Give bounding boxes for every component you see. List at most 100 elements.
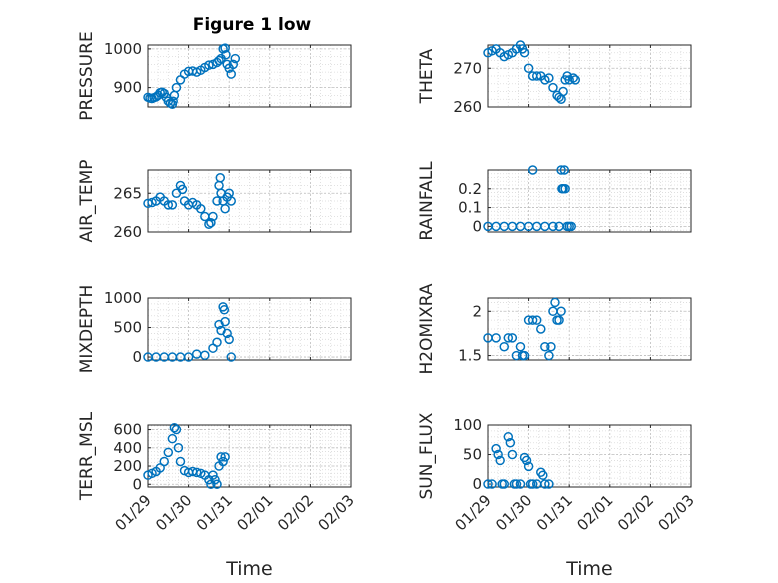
- y-tick-label: 100: [453, 416, 482, 434]
- y-axis-label: AIR_TEMP: [77, 160, 97, 243]
- data-point: [196, 204, 206, 214]
- data-point: [220, 43, 230, 53]
- data-point: [200, 350, 210, 361]
- x-tick-label: 01/31: [193, 491, 236, 534]
- y-tick-label: 400: [113, 439, 142, 457]
- y-tick-label: 600: [113, 421, 142, 439]
- x-tick-label: 02/01: [573, 491, 616, 534]
- data-point: [208, 470, 218, 480]
- x-tick-label: 02/01: [233, 491, 276, 534]
- data-point: [214, 55, 224, 66]
- data-point: [570, 75, 581, 85]
- x-tick-label: 02/02: [274, 491, 317, 534]
- y-tick-label: 1000: [104, 40, 142, 58]
- data-point: [224, 334, 234, 345]
- data-point: [540, 479, 550, 489]
- y-axis-label: SUN_FLUX: [417, 412, 437, 499]
- y-tick-label: 900: [113, 79, 142, 97]
- data-point: [487, 479, 497, 489]
- panel-sun-flux: 0 50 100 SUN_FLUX 01/2901/3001/3102/0102/020…: [417, 412, 698, 534]
- data-point: [167, 200, 178, 210]
- data-point: [208, 211, 218, 222]
- data-point: [219, 305, 230, 315]
- data-point: [548, 82, 558, 93]
- data-point: [548, 221, 558, 232]
- data-point: [523, 63, 534, 73]
- data-point: [556, 306, 566, 317]
- data-point: [177, 184, 188, 195]
- y-tick-label: 0: [132, 475, 142, 493]
- data-point: [558, 86, 568, 97]
- data-point: [204, 219, 214, 229]
- panel-terr-msl: 0200400600TERR_MSL01/2901/3001/3102/0102…: [77, 411, 358, 534]
- y-tick-label: 0: [472, 475, 482, 493]
- data-point: [527, 479, 538, 489]
- data-point: [163, 447, 174, 458]
- axes-box: [147, 297, 352, 361]
- data-point: [220, 452, 230, 462]
- panel-theta: 260 270 THETA: [417, 40, 692, 116]
- y-axis-label: THETA: [417, 48, 437, 104]
- y-axis-label: RAINFALL: [417, 161, 437, 241]
- data-point: [550, 297, 560, 308]
- data-point: [499, 341, 509, 352]
- data-point: [226, 352, 236, 362]
- x-labels: Time Time: [225, 558, 613, 580]
- data-point: [527, 315, 538, 325]
- data-point: [503, 333, 514, 343]
- axes-box: [487, 424, 692, 488]
- data-point: [220, 316, 230, 327]
- data-point: [515, 341, 526, 352]
- data-point: [540, 341, 550, 352]
- data-point: [515, 479, 526, 489]
- x-axis-label: Time: [225, 558, 273, 580]
- data-point: [531, 315, 542, 325]
- data-point: [521, 455, 532, 466]
- x-axis-label: Time: [565, 558, 613, 580]
- axes-box: [147, 44, 352, 108]
- data-point: [212, 196, 222, 206]
- data-point: [230, 53, 241, 64]
- data-point: [568, 73, 579, 83]
- data-point: [173, 443, 184, 453]
- data-point: [507, 449, 518, 460]
- data-point: [511, 479, 522, 489]
- y-tick-label: 500: [113, 319, 142, 337]
- data-point: [544, 73, 554, 83]
- data-point: [483, 479, 493, 489]
- data-point: [523, 461, 534, 472]
- data-point: [228, 59, 239, 70]
- data-point: [212, 337, 222, 348]
- y-axis-label: MIXDEPTH: [77, 285, 97, 374]
- data-point: [519, 350, 530, 361]
- x-tick-label: 01/30: [492, 491, 535, 534]
- data-point: [559, 165, 570, 175]
- y-tick-label: 260: [113, 223, 142, 241]
- panel-pressure: 900 1000 PRESSURE: [77, 31, 352, 121]
- y-axis-label: TERR_MSL: [77, 411, 97, 501]
- data-point: [183, 352, 194, 362]
- data-point: [210, 474, 220, 485]
- y-tick-label: 0.2: [458, 180, 482, 198]
- y-tick-label: 200: [113, 457, 142, 475]
- data-point: [493, 449, 503, 460]
- y-tick-label: 0: [472, 217, 482, 235]
- data-point: [168, 96, 178, 106]
- x-tick-label: 02/02: [614, 491, 657, 534]
- data-point: [167, 433, 178, 444]
- y-tick-label: 0: [132, 348, 142, 366]
- data-point: [218, 456, 228, 467]
- axes-box: [487, 169, 692, 233]
- axes-box: [487, 44, 692, 108]
- data-point: [544, 350, 554, 361]
- data-point: [220, 204, 230, 214]
- data-point: [169, 422, 180, 433]
- panel-rainfall: 00.10.2 RAINFALL: [417, 161, 692, 241]
- y-tick-label: 270: [453, 59, 482, 77]
- data-point: [495, 455, 505, 466]
- data-point: [171, 82, 182, 93]
- data-point: [560, 184, 570, 194]
- y-tick-label: 265: [113, 184, 142, 202]
